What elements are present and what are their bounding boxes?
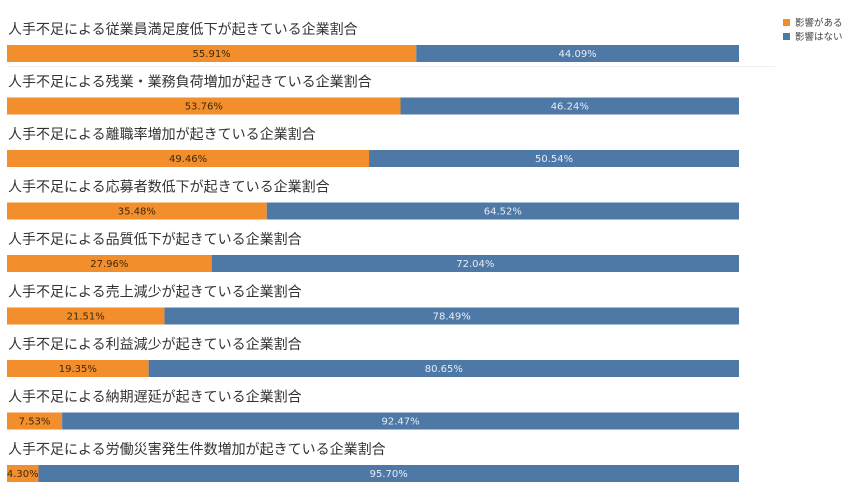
row-title: 人手不足による従業員満足度低下が起きている企業割合	[8, 21, 358, 38]
row-title: 人手不足による納期遅延が起きている企業割合	[8, 389, 302, 406]
row-title: 人手不足による労働災害発生件数増加が起きている企業割合	[8, 441, 386, 458]
bar-affected[interactable]	[7, 465, 39, 482]
bar-not-affected[interactable]	[38, 465, 739, 482]
row-title: 人手不足による利益減少が起きている企業割合	[8, 336, 302, 353]
legend-label-affected: 影響がある	[795, 18, 843, 29]
row-title: 人手不足による売上減少が起きている企業割合	[8, 284, 302, 301]
data-label-not-affected: 46.24%	[551, 102, 589, 113]
row-title: 人手不足による残業・業務負荷増加が起きている企業割合	[8, 74, 372, 91]
data-label-affected: 4.30%	[7, 469, 39, 480]
legend: 影響がある 影響はない	[783, 15, 843, 43]
data-label-not-affected: 80.65%	[425, 364, 463, 375]
bar-affected[interactable]	[7, 150, 370, 167]
bar-not-affected[interactable]	[148, 360, 740, 377]
bar-affected[interactable]	[7, 202, 267, 220]
data-label-affected: 53.76%	[185, 102, 223, 113]
legend-swatch-not-affected	[783, 32, 790, 40]
bar-not-affected[interactable]	[211, 255, 739, 272]
data-label-not-affected: 78.49%	[433, 312, 471, 323]
data-label-not-affected: 95.70%	[370, 469, 408, 480]
bar-not-affected[interactable]	[369, 150, 739, 167]
data-label-affected: 55.91%	[193, 49, 231, 60]
data-label-not-affected: 72.04%	[456, 259, 494, 270]
data-label-affected: 21.51%	[67, 312, 105, 323]
bar-affected[interactable]	[7, 45, 417, 62]
bar-affected[interactable]	[7, 412, 63, 430]
bar-affected[interactable]	[7, 307, 165, 325]
legend-swatch-affected	[783, 18, 790, 26]
bar-not-affected[interactable]	[266, 202, 739, 220]
bar-affected[interactable]	[7, 97, 401, 115]
data-label-affected: 49.46%	[169, 154, 207, 165]
row-title: 人手不足による応募者数低下が起きている企業割合	[8, 179, 330, 196]
legend-item-affected[interactable]: 影響がある	[783, 15, 843, 29]
bar-not-affected[interactable]	[62, 412, 739, 430]
bar-not-affected[interactable]	[416, 45, 739, 62]
legend-label-not-affected: 影響はない	[795, 32, 843, 43]
row-title: 人手不足による品質低下が起きている企業割合	[8, 231, 302, 248]
bar-not-affected[interactable]	[400, 97, 739, 115]
legend-item-not-affected[interactable]: 影響はない	[783, 29, 843, 43]
bar-affected[interactable]	[7, 360, 149, 377]
data-label-not-affected: 64.52%	[484, 207, 522, 218]
bar-affected[interactable]	[7, 255, 212, 272]
data-label-not-affected: 50.54%	[535, 154, 573, 165]
data-label-not-affected: 44.09%	[559, 49, 597, 60]
data-label-affected: 19.35%	[59, 364, 97, 375]
data-label-not-affected: 92.47%	[381, 417, 419, 428]
data-label-affected: 7.53%	[19, 417, 51, 428]
data-label-affected: 27.96%	[90, 259, 128, 270]
row-title: 人手不足による離職率増加が起きている企業割合	[8, 126, 316, 143]
data-label-affected: 35.48%	[118, 207, 156, 218]
bar-not-affected[interactable]	[164, 307, 740, 325]
